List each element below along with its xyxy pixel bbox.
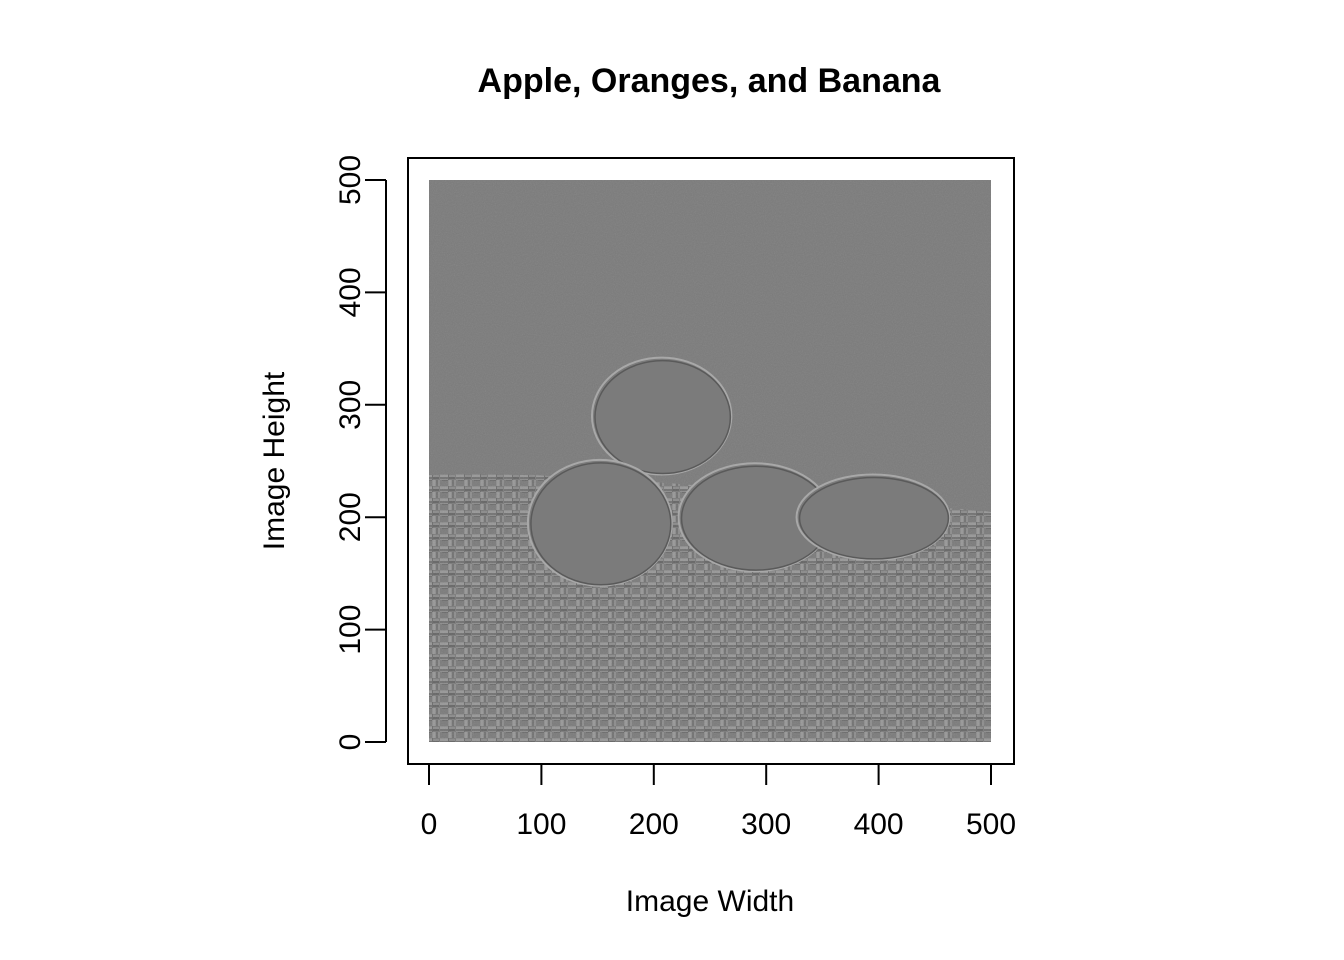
y-tick-label: 100 xyxy=(334,605,367,655)
y-tick-label: 500 xyxy=(334,155,367,205)
x-tick-label: 400 xyxy=(854,808,904,841)
image-grain xyxy=(429,180,991,742)
orange-left xyxy=(526,458,673,587)
y-tick-label: 300 xyxy=(334,380,367,430)
x-tick-label: 200 xyxy=(629,808,679,841)
x-axis: 0 100 200 300 400 500 Image Width xyxy=(421,763,1016,918)
x-tick-label: 0 xyxy=(421,808,438,841)
x-tick-label: 100 xyxy=(516,808,566,841)
y-axis-label: Image Height xyxy=(258,371,291,550)
x-tick-label: 500 xyxy=(966,808,1016,841)
banana xyxy=(795,473,951,561)
fruit-outlines xyxy=(526,356,951,587)
image-area xyxy=(429,180,991,742)
x-axis-label: Image Width xyxy=(626,885,794,918)
y-axis: 0 100 200 300 400 500 Image Height xyxy=(258,155,387,751)
orange-top xyxy=(590,356,733,476)
y-tick-label: 200 xyxy=(334,492,367,542)
x-tick-label: 300 xyxy=(741,808,791,841)
title: Apple, Oranges, and Banana xyxy=(478,62,942,100)
y-tick-label: 400 xyxy=(334,267,367,317)
y-tick-label: 0 xyxy=(334,734,367,751)
chart-title: Apple, Oranges, and Banana xyxy=(478,62,942,100)
